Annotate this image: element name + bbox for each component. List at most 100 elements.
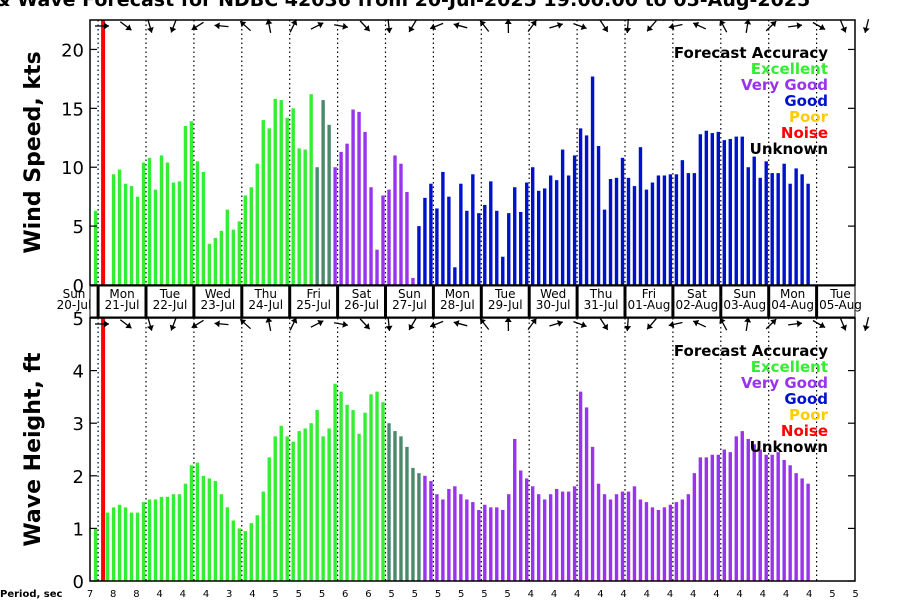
direction-arrow <box>504 316 512 332</box>
direction-arrow <box>812 319 826 329</box>
period-value: 4 <box>736 589 742 600</box>
arrow-head <box>385 27 393 33</box>
bar <box>177 181 182 285</box>
day-date-label: 02-Aug <box>675 298 718 312</box>
arrow-head <box>693 21 700 29</box>
bar <box>159 496 164 581</box>
bar <box>722 140 726 285</box>
period-value: 5 <box>435 589 441 600</box>
bar <box>674 502 679 581</box>
bar <box>447 488 451 581</box>
direction-arrow <box>599 19 609 33</box>
bar <box>710 454 715 581</box>
bar <box>321 100 325 285</box>
bar <box>513 187 517 285</box>
direction-arrow <box>429 320 444 328</box>
period-value: 4 <box>156 589 162 600</box>
bar <box>650 182 655 285</box>
direction-arrow <box>429 22 444 30</box>
bar <box>189 465 194 581</box>
bar <box>339 391 343 581</box>
period-value: 4 <box>667 589 673 600</box>
bar <box>285 117 289 285</box>
y-tick-label: 2 <box>73 467 84 488</box>
bar <box>477 509 481 581</box>
bar <box>141 502 146 581</box>
bar <box>399 436 403 581</box>
bar <box>794 473 798 581</box>
y-axis-label: Wind Speed, kts <box>21 51 46 253</box>
period-value: 4 <box>783 589 789 600</box>
direction-arrow <box>191 319 204 329</box>
bar <box>531 486 535 581</box>
arrow-head <box>363 25 370 32</box>
direction-arrow <box>719 19 728 33</box>
bar <box>435 208 439 285</box>
period-value: 5 <box>296 589 302 600</box>
bar <box>471 174 475 285</box>
arrow-head <box>840 324 847 331</box>
period-value: 5 <box>852 589 858 600</box>
bar <box>165 496 170 581</box>
direction-arrow <box>333 320 349 328</box>
period-value: 6 <box>365 589 371 600</box>
direction-arrow <box>692 319 707 328</box>
bar <box>680 160 685 285</box>
y-tick-label: 20 <box>61 40 84 61</box>
bar <box>644 189 649 285</box>
bar <box>261 120 265 285</box>
bar <box>566 491 571 581</box>
direction-arrow <box>527 19 537 33</box>
legend-entry: Excellent <box>751 358 828 376</box>
bar <box>710 133 715 285</box>
period-value: 4 <box>713 589 719 600</box>
direction-arrow <box>453 320 468 327</box>
bar <box>183 483 188 581</box>
direction-arrow <box>839 317 847 331</box>
bar <box>201 475 206 581</box>
bar <box>243 195 247 285</box>
bar <box>477 213 481 285</box>
direction-arrow <box>624 316 632 332</box>
arrow-head <box>146 26 154 33</box>
arrow-head <box>146 324 154 331</box>
bar <box>417 226 421 285</box>
bar <box>525 182 529 285</box>
direction-arrow <box>310 21 324 30</box>
legend-entry: Unknown <box>750 140 828 158</box>
bar <box>554 180 559 285</box>
bar <box>806 483 810 581</box>
bar <box>596 483 601 581</box>
day-dow-label: Mon <box>445 287 470 301</box>
bar <box>572 486 577 581</box>
direction-arrow <box>812 21 826 31</box>
bar <box>764 454 768 581</box>
day-date-label: 31-Jul <box>584 298 619 312</box>
arrow-head <box>169 324 177 331</box>
direction-arrow <box>624 18 632 34</box>
bar <box>566 175 571 285</box>
bar <box>471 502 475 581</box>
bar <box>782 163 786 285</box>
bar <box>315 167 319 285</box>
arrow-head <box>668 320 675 328</box>
bar <box>345 143 349 285</box>
bar <box>668 504 673 581</box>
y-tick-label: 10 <box>61 158 84 179</box>
bar <box>638 499 643 581</box>
wave-height-panel: 0 1 2 3 4 5 Wave Height, ft Forecast AccuracyEx… <box>21 309 870 593</box>
direction-arrow <box>289 317 298 331</box>
bar <box>387 423 391 581</box>
bar <box>584 407 589 581</box>
bar <box>195 161 200 285</box>
bar <box>105 512 110 581</box>
bar <box>375 391 379 581</box>
bar <box>489 181 493 285</box>
arrow-head <box>104 22 109 30</box>
day-dow-label: Sat <box>352 287 372 301</box>
bar <box>393 155 397 285</box>
y-tick-label: 5 <box>73 309 84 330</box>
bar <box>668 174 673 285</box>
bar <box>638 147 643 285</box>
